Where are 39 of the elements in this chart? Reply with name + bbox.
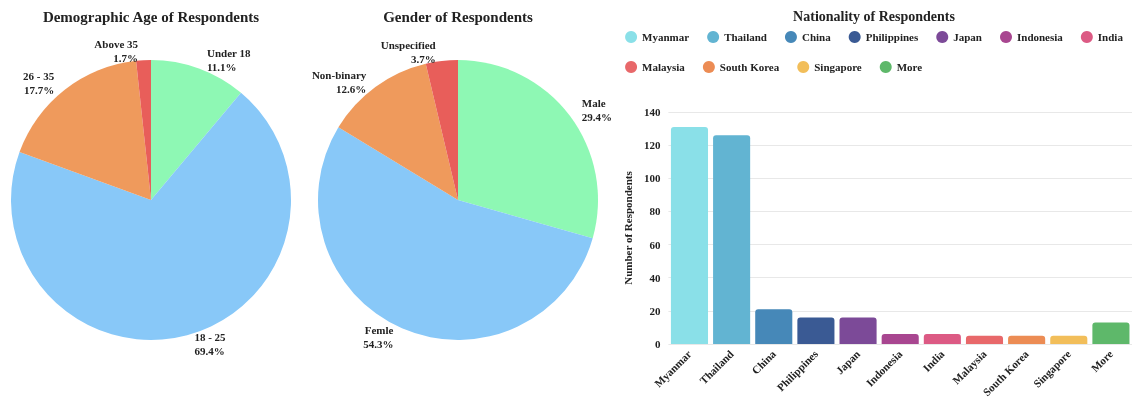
- legend-label: South Korea: [719, 61, 780, 73]
- chart-title: Nationality of Respondents: [793, 8, 956, 24]
- y-tick-label: 60: [649, 238, 661, 251]
- slice-label: Under 18: [206, 46, 251, 59]
- y-tick-label: 20: [649, 304, 661, 317]
- legend-label: India: [1097, 31, 1124, 43]
- legend-label: More: [896, 61, 923, 73]
- legend-label: Indonesia: [1016, 31, 1064, 43]
- legend-label: Philippines: [865, 31, 919, 43]
- y-tick-label: 120: [643, 139, 661, 152]
- data-label: 12.6%: [336, 83, 367, 96]
- y-tick-label: 0: [654, 338, 661, 350]
- slice-label: Male: [581, 97, 606, 110]
- y-tick-label: 40: [649, 271, 661, 284]
- slice-label: 26 - 35: [23, 69, 55, 82]
- y-tick-label: 140: [643, 106, 661, 118]
- data-label: 54.3%: [363, 337, 394, 350]
- data-label: 29.4%: [581, 111, 613, 124]
- y-tick-label: 100: [643, 172, 661, 185]
- chart-title: Demographic Age of Respondents: [42, 8, 260, 25]
- data-label: 69.4%: [194, 344, 225, 357]
- slice-label: Non-binary: [311, 69, 367, 82]
- slice-label: Femle: [364, 323, 394, 336]
- chart-title: Gender of Respondents: [383, 8, 534, 25]
- legend-label: Malaysia: [642, 61, 686, 73]
- data-label: 11.1%: [206, 60, 237, 73]
- legend-label: Japan: [953, 31, 982, 43]
- slice-label: Above 35: [94, 38, 139, 51]
- data-label: 17.7%: [23, 83, 55, 96]
- slice-label: 18 - 25: [194, 330, 227, 343]
- data-label: 1.7%: [113, 52, 139, 65]
- slice-label: Unspecified: [380, 39, 436, 52]
- legend-label: Myanmar: [642, 31, 690, 43]
- y-tick-label: 80: [649, 205, 661, 218]
- legend-label: Thailand: [724, 31, 767, 43]
- legend-label: China: [801, 31, 832, 43]
- legend-label: Singapore: [814, 61, 862, 73]
- y-axis-title: Number of Respondents: [621, 170, 634, 285]
- data-label: 3.7%: [410, 53, 436, 66]
